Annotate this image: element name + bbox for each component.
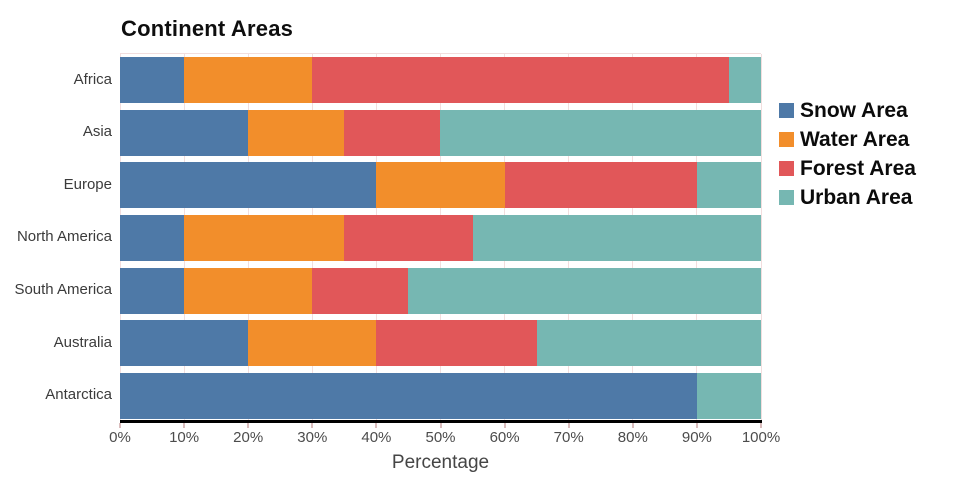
legend-item-forest-area: Forest Area bbox=[779, 154, 916, 183]
legend-swatch-urban-area bbox=[779, 190, 794, 205]
y-axis-label-africa: Africa bbox=[73, 70, 112, 88]
bar-segment-australia-forest-area bbox=[376, 320, 537, 367]
bar-row-asia bbox=[120, 109, 761, 156]
legend-swatch-water-area bbox=[779, 132, 794, 147]
legend-swatch-forest-area bbox=[779, 161, 794, 176]
x-tick-90- bbox=[695, 423, 698, 428]
bar-segment-south-america-forest-area bbox=[312, 267, 409, 314]
bar-segment-europe-water-area bbox=[376, 162, 505, 209]
legend-label-urban-area: Urban Area bbox=[800, 185, 913, 209]
y-axis-label-north-america: North America bbox=[16, 228, 112, 246]
bar-segment-asia-urban-area bbox=[440, 109, 761, 156]
bar-segment-north-america-water-area bbox=[184, 215, 345, 261]
x-tick-10- bbox=[183, 423, 186, 428]
y-axis-label-europe: Europe bbox=[63, 175, 112, 193]
bar-segment-australia-snow-area bbox=[120, 320, 249, 367]
x-tick-label-10-: 10% bbox=[169, 429, 200, 446]
x-tick-0- bbox=[119, 423, 121, 428]
bar-segment-south-america-urban-area bbox=[408, 267, 761, 314]
bar-segment-north-america-snow-area bbox=[120, 215, 185, 261]
x-tick-label-80-: 80% bbox=[617, 429, 648, 446]
bar-row-australia bbox=[120, 320, 761, 367]
chart-title: Continent Areas bbox=[121, 16, 294, 41]
bar-row-europe bbox=[120, 162, 761, 209]
x-tick-30- bbox=[311, 423, 314, 428]
legend-label-forest-area: Forest Area bbox=[800, 156, 916, 180]
bar-segment-europe-urban-area bbox=[696, 162, 761, 209]
bar-segment-africa-forest-area bbox=[312, 57, 729, 104]
plot-area bbox=[119, 53, 762, 421]
x-tick-label-70-: 70% bbox=[553, 429, 584, 446]
y-axis-label-australia: Australia bbox=[53, 333, 112, 351]
legend-item-snow-area: Snow Area bbox=[779, 96, 916, 125]
bar-segment-asia-water-area bbox=[248, 109, 345, 156]
bar-segment-north-america-urban-area bbox=[472, 215, 761, 261]
bar-segment-asia-forest-area bbox=[344, 109, 441, 156]
bar-row-south-america bbox=[120, 267, 761, 314]
x-tick-label-100-: 100% bbox=[741, 429, 781, 446]
bar-segment-europe-forest-area bbox=[504, 162, 697, 209]
x-tick-50- bbox=[439, 423, 442, 428]
x-tick-80- bbox=[631, 423, 634, 428]
bar-segment-europe-snow-area bbox=[120, 162, 377, 209]
x-tick-label-50-: 50% bbox=[425, 429, 456, 446]
legend-item-water-area: Water Area bbox=[779, 125, 916, 154]
x-tick-label-90-: 90% bbox=[681, 429, 712, 446]
y-axis-labels: Africa Asia Europe North America South Ameri… bbox=[0, 53, 112, 421]
x-tick-20- bbox=[247, 423, 250, 428]
legend-label-water-area: Water Area bbox=[800, 127, 910, 151]
legend-swatch-snow-area bbox=[779, 103, 794, 118]
y-axis-label-asia: Asia bbox=[82, 123, 112, 141]
bar-segment-australia-water-area bbox=[248, 320, 377, 367]
x-tick-100- bbox=[760, 423, 762, 428]
bar-segment-africa-snow-area bbox=[120, 57, 185, 104]
y-axis-label-antarctica: Antarctica bbox=[45, 386, 112, 404]
x-axis: 0% 10% 20% 30% 40% 50% 60% 70% 80% 90% 100% bbox=[109, 423, 780, 483]
bar-segment-north-america-forest-area bbox=[344, 215, 473, 261]
legend: Snow Area Water Area Forest Area Urban Area bbox=[779, 96, 916, 212]
bar-segment-south-america-water-area bbox=[184, 267, 313, 314]
bar-segment-antarctica-urban-area bbox=[696, 372, 761, 419]
x-tick-label-20-: 20% bbox=[233, 429, 264, 446]
bar-segment-africa-urban-area bbox=[728, 57, 761, 104]
bar-row-antarctica bbox=[120, 372, 761, 419]
legend-item-urban-area: Urban Area bbox=[779, 183, 916, 212]
bar-segment-asia-snow-area bbox=[120, 109, 249, 156]
x-axis-line bbox=[120, 420, 762, 423]
bar-segment-australia-urban-area bbox=[536, 320, 761, 367]
bar-row-north-america bbox=[120, 215, 761, 261]
x-tick-label-0-: 0% bbox=[109, 429, 131, 446]
x-tick-40- bbox=[375, 423, 378, 428]
bar-segment-south-america-snow-area bbox=[120, 267, 185, 314]
bar-segment-antarctica-snow-area bbox=[120, 372, 697, 419]
x-axis-title: Percentage bbox=[391, 452, 490, 473]
bar-segment-africa-water-area bbox=[184, 57, 313, 104]
x-tick-label-30-: 30% bbox=[297, 429, 328, 446]
x-tick-label-60-: 60% bbox=[489, 429, 520, 446]
legend-label-snow-area: Snow Area bbox=[800, 98, 908, 122]
gridline-100- bbox=[760, 54, 762, 421]
bar-row-africa bbox=[120, 57, 761, 104]
x-tick-70- bbox=[567, 423, 570, 428]
x-tick-60- bbox=[503, 423, 506, 428]
x-tick-label-40-: 40% bbox=[361, 429, 392, 446]
y-axis-label-south-america: South America bbox=[14, 281, 112, 299]
